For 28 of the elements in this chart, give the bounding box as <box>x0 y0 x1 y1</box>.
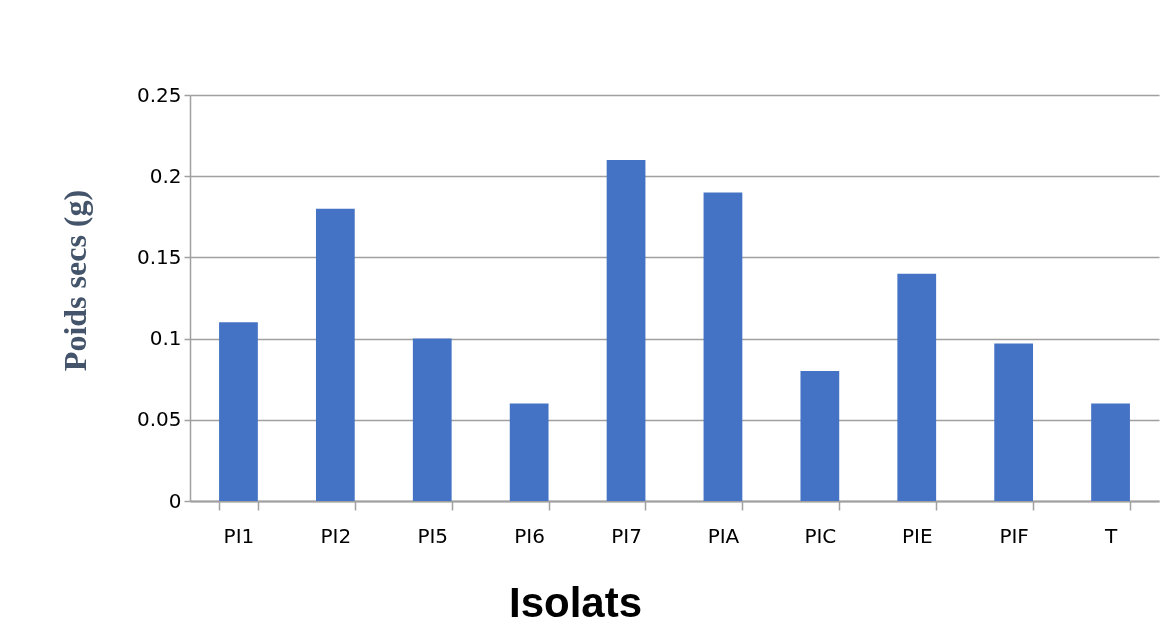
x-tick-label: PI5 <box>417 523 449 548</box>
bar <box>1091 403 1130 501</box>
y-axis-title: Poids secs (g) <box>56 189 93 372</box>
bar <box>509 403 549 501</box>
x-tick-label: PIF <box>999 523 1029 548</box>
x-tick-label: PIE <box>901 523 933 548</box>
bar <box>219 322 258 501</box>
y-tick-label: 0.2 <box>149 163 182 188</box>
y-tick-label: 0.25 <box>136 82 182 107</box>
x-tick-label: PI7 <box>611 523 642 548</box>
x-tick-label: PI2 <box>320 523 352 548</box>
bar <box>994 343 1034 501</box>
x-tick-label: PIA <box>707 523 740 548</box>
bar <box>897 273 937 501</box>
y-tick-label: 0.15 <box>136 244 182 269</box>
bar <box>315 208 355 501</box>
bar <box>703 192 743 501</box>
bar <box>606 159 646 501</box>
y-tick-label: 0 <box>168 488 182 513</box>
x-tick-label: PI1 <box>223 523 255 548</box>
y-tick-label: 0.1 <box>149 326 182 351</box>
x-axis-title: Isolats <box>508 578 643 626</box>
x-tick-label: T <box>1103 523 1118 548</box>
y-tick-label: 0.05 <box>136 407 182 432</box>
x-tick-label: PI6 <box>514 523 545 548</box>
x-tick-label: PIC <box>804 523 837 548</box>
bar <box>800 371 840 501</box>
bar <box>412 338 452 501</box>
